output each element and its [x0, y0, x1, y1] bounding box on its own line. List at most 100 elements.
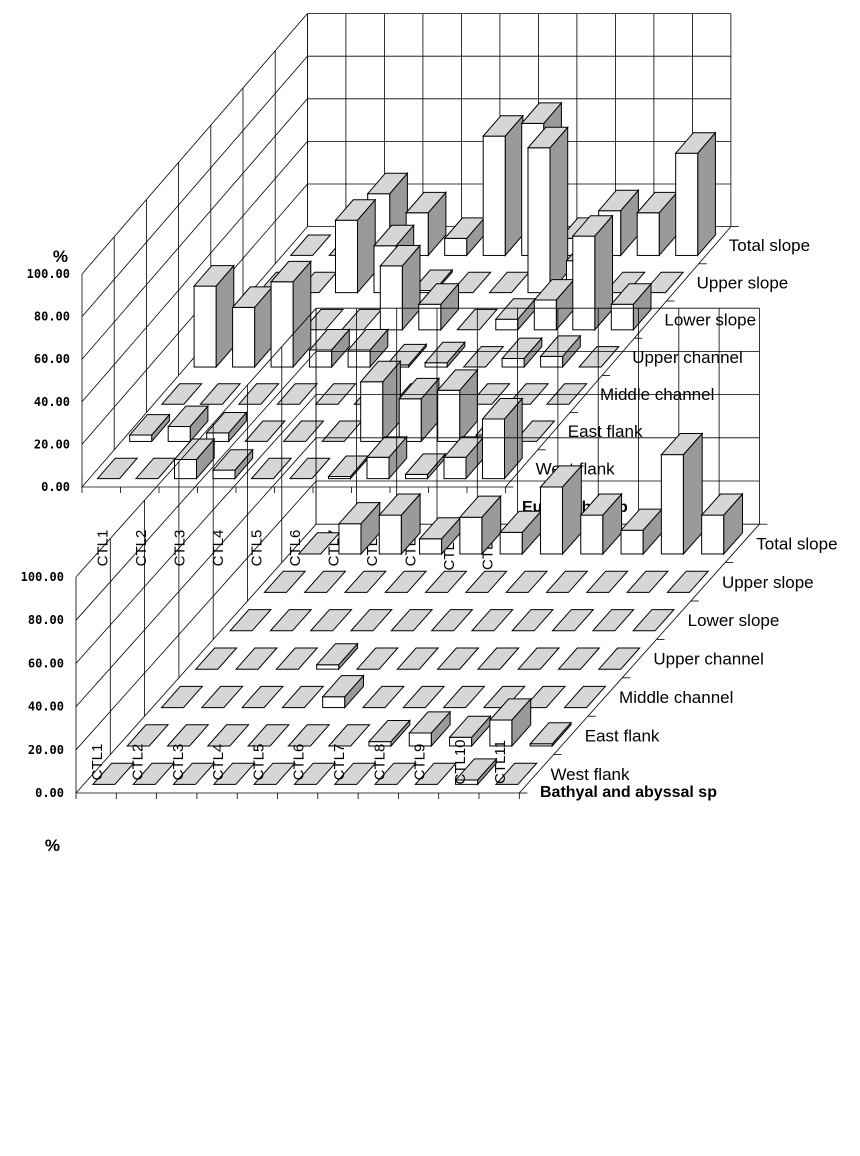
bar	[231, 285, 274, 369]
bar	[443, 216, 486, 257]
bar	[449, 271, 492, 294]
bar-top	[404, 453, 447, 475]
series-label: East flank	[568, 422, 643, 441]
series-label: Middle channel	[619, 688, 733, 707]
bar-top	[91, 762, 135, 785]
y-tick-label: 80.00	[34, 310, 70, 324]
bar-top	[246, 724, 291, 747]
bar	[288, 457, 331, 480]
bar-top	[597, 647, 641, 670]
bar	[160, 383, 203, 405]
bar-top	[666, 570, 710, 593]
gridline	[81, 98, 308, 360]
bar-top	[308, 329, 351, 351]
bar-top	[529, 722, 573, 745]
gridline	[75, 437, 317, 707]
y-tick-label: 20.00	[34, 437, 70, 451]
floor	[75, 523, 768, 799]
bar-top	[430, 609, 474, 632]
bar	[424, 340, 466, 369]
bar-top	[302, 308, 345, 331]
bar	[619, 507, 664, 556]
bar	[228, 609, 273, 632]
bar	[303, 570, 347, 593]
bar	[398, 377, 440, 443]
bar	[343, 570, 387, 593]
bar	[281, 685, 325, 709]
bar-top	[396, 647, 440, 670]
bar-front	[482, 135, 506, 256]
series-label: Upper channel	[653, 650, 764, 669]
bar-front	[232, 306, 256, 368]
bar	[240, 685, 285, 709]
bar-top	[488, 271, 531, 294]
bar-top	[470, 609, 514, 632]
bar	[321, 674, 365, 709]
bar-top	[355, 647, 399, 670]
bar	[458, 494, 502, 556]
gridline	[75, 307, 317, 578]
bar-top	[288, 457, 331, 480]
bar-top	[585, 570, 629, 593]
bar	[545, 383, 588, 405]
bar	[205, 411, 248, 443]
bar	[585, 570, 629, 593]
x-tick-label: CTL11	[492, 740, 509, 784]
x-tick-label: CTL9	[412, 744, 429, 781]
bar-top	[384, 570, 428, 593]
x-tick-label: CTL7	[331, 744, 348, 781]
gridline	[75, 523, 317, 794]
bar-top	[642, 271, 685, 294]
bar	[557, 647, 601, 670]
bar	[442, 685, 486, 709]
bar-front	[398, 398, 422, 442]
bar	[234, 647, 279, 670]
bar-top	[128, 414, 171, 436]
bar-front	[193, 285, 217, 368]
bar	[545, 570, 589, 593]
series-label: Upper slope	[722, 573, 814, 592]
bar-top	[309, 609, 353, 632]
y-tick-label: 100.00	[21, 570, 64, 584]
x-tick-label: CTL6	[291, 744, 308, 781]
bar-top	[287, 724, 331, 747]
bar	[378, 492, 422, 556]
bar	[513, 420, 556, 442]
bar	[462, 346, 505, 368]
bar-top	[513, 420, 556, 442]
bar-front	[334, 219, 358, 294]
bar-top	[240, 685, 285, 709]
bar	[166, 724, 210, 747]
y-tick-label: 40.00	[28, 700, 64, 714]
series-label: West flank	[550, 765, 630, 784]
series-labels: West flank East flank Middle channel Upper …	[550, 534, 837, 783]
bar	[499, 509, 543, 556]
bar-top	[172, 762, 216, 785]
bar-top	[511, 609, 555, 632]
x-tick-label: CTL2	[129, 744, 146, 781]
bar	[636, 191, 678, 257]
bar-top	[199, 383, 242, 405]
bar-front	[309, 349, 333, 368]
bar-top	[674, 132, 717, 154]
bar-top	[361, 685, 405, 709]
bar	[517, 647, 561, 670]
bar	[511, 609, 555, 632]
bar-top	[408, 711, 452, 734]
x-tick-label: CTL8	[371, 744, 388, 781]
y-tick-label: 20.00	[28, 743, 64, 757]
bar	[526, 125, 569, 294]
y-axis-label: %	[45, 836, 60, 855]
bar-top	[458, 495, 502, 518]
bar	[365, 435, 408, 480]
x-tick-label: CTL2	[133, 530, 150, 567]
bar-top	[379, 245, 422, 267]
x-tick-label: CTL3	[171, 530, 188, 567]
bar	[173, 437, 216, 480]
bar	[523, 685, 567, 709]
bar-top	[482, 685, 526, 709]
bar-top	[488, 698, 532, 721]
x-tick-label: CTL4	[210, 744, 227, 781]
bar-top	[366, 172, 409, 195]
